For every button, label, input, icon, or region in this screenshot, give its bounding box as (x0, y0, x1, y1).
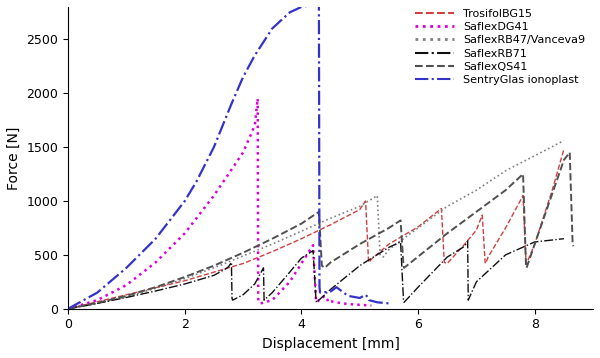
X-axis label: Displacement [mm]: Displacement [mm] (262, 337, 400, 351)
Y-axis label: Force [N]: Force [N] (7, 126, 21, 189)
Legend: TrosifolBG15, SaflexDG41, SaflexRB47/Vanceva9, SaflexRB71, SaflexQS41, SentryGla: TrosifolBG15, SaflexDG41, SaflexRB47/Van… (413, 6, 587, 88)
